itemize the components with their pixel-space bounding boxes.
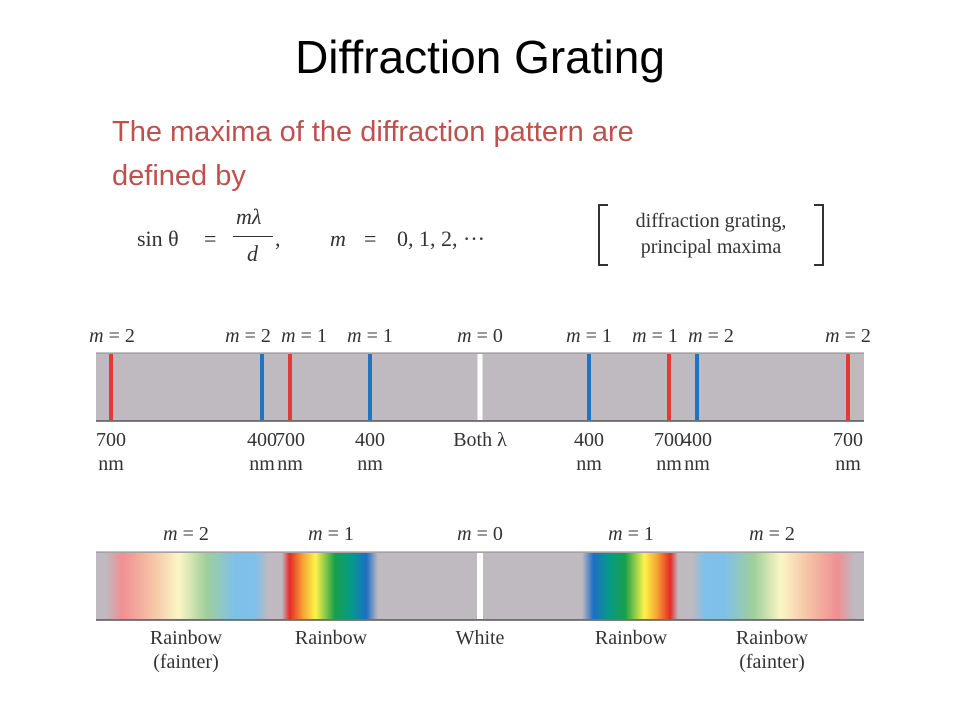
intro-text: The maxima of the diffraction pattern ar… [112, 110, 772, 198]
spectrum-order-label-1: m = 2 [163, 523, 209, 545]
spectrum-order-label-5: m = 2 [749, 523, 795, 545]
spectrum-caption-2: Rainbow [295, 627, 368, 649]
wavelength-label-8: 400 [682, 429, 712, 451]
spectrum-caption-5: Rainbow [736, 627, 809, 649]
spectrum-order-label-4: m = 1 [608, 523, 654, 545]
wavelength-label-9: 700 [833, 429, 863, 451]
order-label-4: m = 1 [347, 325, 393, 347]
wavelength-label-3: 700 [275, 429, 305, 451]
order-label-1: m = 2 [89, 325, 135, 347]
formula-bracket: diffraction grating, principal maxima [598, 204, 824, 266]
spectrum-right-order-1 [582, 553, 678, 619]
order-label-5: m = 0 [457, 325, 503, 347]
spectrum-left-order-2 [106, 553, 268, 619]
spectrum-subcaption-1: (fainter) [153, 651, 219, 673]
formula-equals-2: = [364, 226, 377, 251]
order-label-3: m = 1 [281, 325, 327, 347]
bracket-tick-bl [600, 264, 608, 266]
unit-label-4: nm [357, 453, 383, 475]
formula-equals: = [204, 226, 217, 251]
spectral-line-8 [695, 354, 699, 420]
formula-comma: , [275, 226, 281, 251]
spectrum-caption-3: White [456, 627, 505, 649]
spectrum-left-order-1 [282, 553, 378, 619]
grating-equation: sin θ = mλ d , m = 0, 1, 2, ··· diffract… [0, 0, 960, 300]
order-label-6: m = 1 [566, 325, 612, 347]
slide-title: Diffraction Grating [295, 31, 665, 83]
formula-numerator: mλ [236, 204, 262, 229]
spectral-line-6 [587, 354, 591, 420]
spectral-line-3 [288, 354, 292, 420]
wavelength-label-7: 700 [654, 429, 684, 451]
unit-label-3: nm [277, 453, 303, 475]
order-label-9: m = 2 [825, 325, 871, 347]
formula-denominator: d [247, 241, 258, 266]
order-label-2: m = 2 [225, 325, 271, 347]
spectral-line-9 [846, 354, 850, 420]
formula-m: m [330, 226, 346, 251]
spectral-line-7 [667, 354, 671, 420]
spectrum-right-order-2 [692, 553, 854, 619]
white-central-maximum [477, 553, 483, 619]
spectrum-caption-4: Rainbow [595, 627, 668, 649]
wavelength-label-4: 400 [355, 429, 385, 451]
order-label-7: m = 1 [632, 325, 678, 347]
unit-label-7: nm [656, 453, 682, 475]
intro-line-2: defined by [112, 160, 246, 192]
wavelength-label-5: Both λ [453, 429, 507, 451]
unit-label-2: nm [249, 453, 275, 475]
spectral-line-1 [109, 354, 113, 420]
spectral-line-2 [260, 354, 264, 420]
intro-line-1: The maxima of the diffraction pattern ar… [112, 116, 634, 148]
spectral-line-5 [477, 354, 483, 420]
wavelength-label-2: 400 [247, 429, 277, 451]
spectrum-subcaption-5: (fainter) [739, 651, 805, 673]
order-label-8: m = 2 [688, 325, 734, 347]
spectral-line-4 [368, 354, 372, 420]
spectrum-order-label-2: m = 1 [308, 523, 354, 545]
fraction-bar [233, 236, 273, 237]
unit-label-1: nm [98, 453, 124, 475]
bracket-line-1: diffraction grating, [635, 210, 787, 232]
wavelength-label-1: 700 [96, 429, 126, 451]
formula-lhs: sin θ [137, 226, 179, 251]
unit-label-9: nm [835, 453, 861, 475]
unit-label-6: nm [576, 453, 602, 475]
wavelength-label-6: 400 [574, 429, 604, 451]
spectrum-order-label-3: m = 0 [457, 523, 503, 545]
spectrum-caption-1: Rainbow [150, 627, 223, 649]
unit-label-8: nm [684, 453, 710, 475]
bracket-tick-br [814, 264, 822, 266]
formula-m-values: 0, 1, 2, ··· [397, 226, 485, 251]
bracket-line-2: principal maxima [640, 236, 782, 258]
